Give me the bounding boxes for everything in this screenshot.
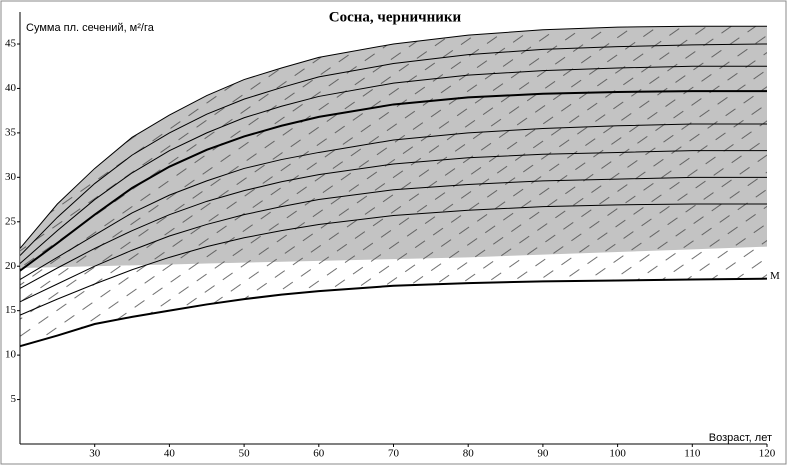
y-tick-label: 5 <box>11 393 17 405</box>
curve <box>19 203 767 316</box>
x-tick-label: 40 <box>164 448 176 460</box>
y-axis-label: Сумма пл. сечений, м²/га <box>26 22 155 34</box>
curve <box>19 90 767 272</box>
x-tick-label: 110 <box>684 448 701 460</box>
x-tick-label: 30 <box>89 448 101 460</box>
x-tick-label: 80 <box>463 448 475 460</box>
x-axis-label: Возраст, лет <box>709 432 772 444</box>
x-tick-label: 90 <box>537 448 549 460</box>
curve <box>19 277 768 348</box>
curve <box>19 43 768 256</box>
x-tick-label: 50 <box>239 448 251 460</box>
curve <box>19 65 767 264</box>
shaded-band-hatch <box>20 26 767 268</box>
curve <box>19 123 767 280</box>
x-tick-label: 120 <box>759 448 776 460</box>
y-tick-label: 35 <box>5 126 17 138</box>
y-tick-label: 25 <box>5 215 17 227</box>
x-tick-label: 70 <box>388 448 400 460</box>
y-tick-label: 30 <box>5 171 17 183</box>
y-tick-label: 15 <box>5 304 17 316</box>
x-tick-label: 100 <box>609 448 626 460</box>
y-tick-label: 10 <box>5 349 17 361</box>
y-tick-label: 20 <box>5 260 17 272</box>
curve-label: M <box>770 270 780 282</box>
y-tick-label: 40 <box>5 82 17 94</box>
curve <box>19 150 767 289</box>
chart-title: Сосна, черничники <box>329 9 462 25</box>
y-tick-label: 45 <box>5 38 17 50</box>
curve <box>19 176 767 303</box>
x-tick-label: 60 <box>313 448 325 460</box>
curve <box>19 25 767 249</box>
